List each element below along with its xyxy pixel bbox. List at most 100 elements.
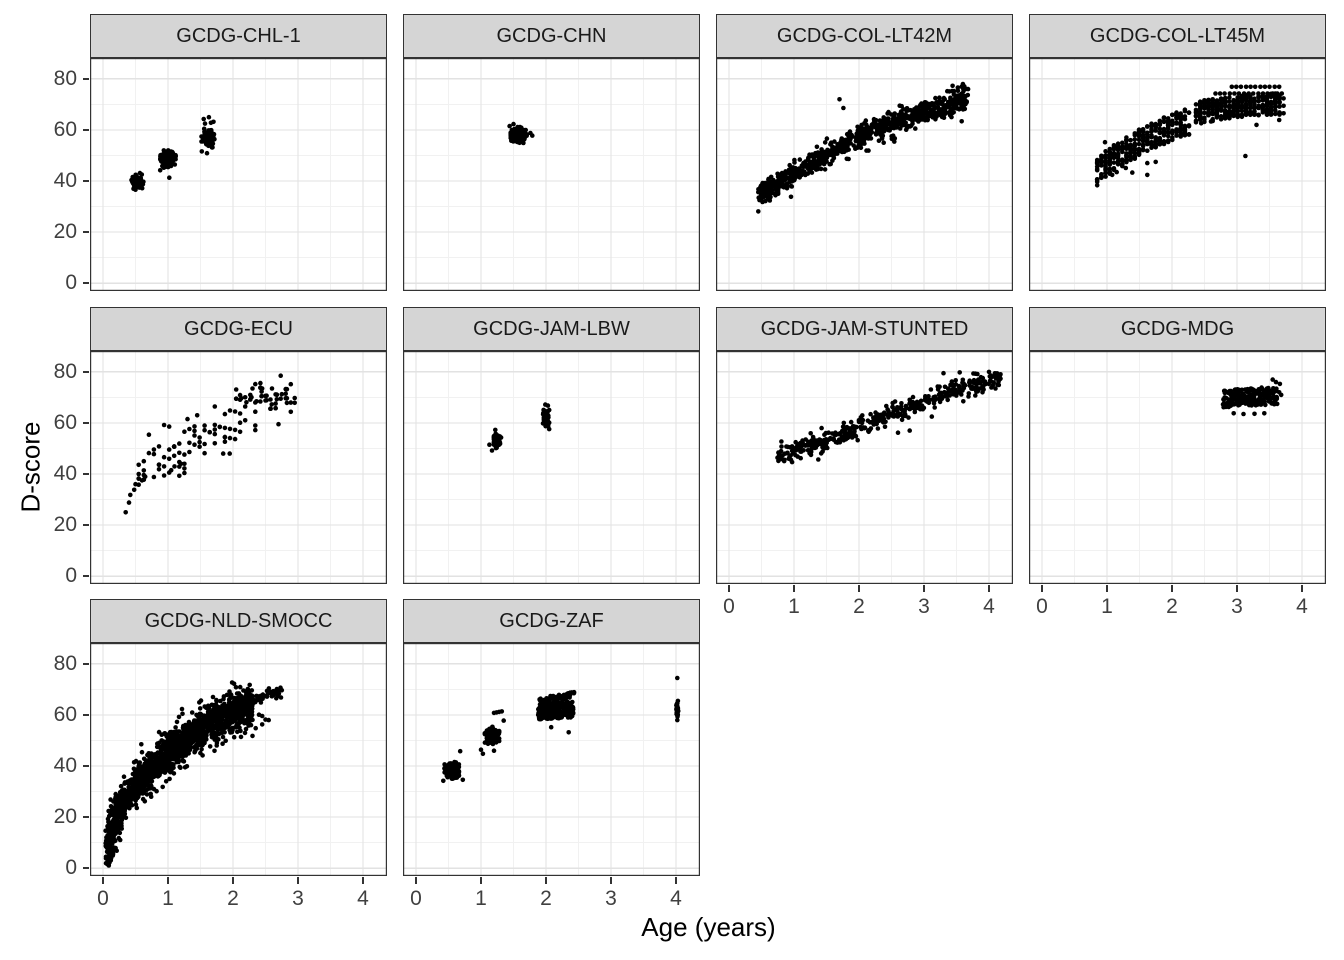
x-tick-label: 2 xyxy=(540,887,552,910)
y-tick-label: 40 xyxy=(53,754,77,777)
x-axis-title: Age (years) xyxy=(641,912,776,942)
facet-strip-label: GCDG-ECU xyxy=(184,317,293,340)
y-tick-label: 60 xyxy=(53,411,77,434)
scatter-points xyxy=(775,369,1003,465)
y-tick-label: 20 xyxy=(53,513,77,536)
x-tick-label: 0 xyxy=(1036,595,1048,618)
x-tick-label: 4 xyxy=(357,887,369,910)
x-tick-label: 3 xyxy=(605,887,617,910)
scatter-points xyxy=(487,402,552,453)
x-tick-mark xyxy=(610,877,612,884)
x-tick-label: 3 xyxy=(1231,595,1243,618)
y-tick-mark xyxy=(83,816,89,818)
panel-border xyxy=(716,58,1013,291)
facet-panel-GCDG-COL-LT42M xyxy=(716,58,1013,291)
x-tick-label: 1 xyxy=(475,887,487,910)
facet-panel-GCDG-COL-LT45M xyxy=(1029,58,1326,291)
facet-panel-GCDG-JAM-STUNTED xyxy=(716,351,1013,584)
scatter-points xyxy=(756,81,971,214)
facet-panel-GCDG-JAM-LBW xyxy=(403,351,700,584)
facet-strip-label: GCDG-JAM-LBW xyxy=(473,317,630,340)
facet-strip-label: GCDG-NLD-SMOCC xyxy=(144,609,333,632)
x-tick-label: 2 xyxy=(1166,595,1178,618)
scatter-points xyxy=(441,675,681,784)
y-tick-label: 60 xyxy=(53,703,77,726)
scatter-points xyxy=(1220,377,1284,417)
y-tick-label: 0 xyxy=(65,856,77,879)
x-tick-mark xyxy=(1171,585,1173,592)
facet-strip-label: GCDG-CHL-1 xyxy=(176,24,301,47)
panel-grid xyxy=(403,351,700,584)
x-tick-label: 3 xyxy=(292,887,304,910)
y-tick-label: 0 xyxy=(65,271,77,294)
x-tick-label: 4 xyxy=(983,595,995,618)
panel-border xyxy=(403,58,700,291)
facet-strip-label: GCDG-COL-LT45M xyxy=(1089,24,1266,47)
facet-strip: GCDG-ECU xyxy=(90,307,387,351)
y-tick-label: 0 xyxy=(65,564,77,587)
x-tick-mark xyxy=(102,877,104,884)
x-tick-label: 3 xyxy=(918,595,930,618)
facet-panel-GCDG-MDG xyxy=(1029,351,1326,584)
x-tick-label: 0 xyxy=(97,887,109,910)
y-tick-mark xyxy=(83,282,89,284)
y-tick-label: 40 xyxy=(53,462,77,485)
x-tick-label: 4 xyxy=(1296,595,1308,618)
y-tick-mark xyxy=(83,714,89,716)
y-tick-mark xyxy=(83,129,89,131)
facet-strip-label: GCDG-JAM-STUNTED xyxy=(760,317,969,340)
facet-panel-GCDG-NLD-SMOCC xyxy=(90,643,387,876)
scatter-points xyxy=(123,373,297,515)
x-tick-mark xyxy=(297,877,299,884)
x-tick-mark xyxy=(728,585,730,592)
y-tick-mark xyxy=(83,524,89,526)
facet-strip-label: GCDG-CHN xyxy=(496,24,607,47)
x-tick-label: 1 xyxy=(1101,595,1113,618)
x-tick-label: 1 xyxy=(788,595,800,618)
x-tick-label: 0 xyxy=(723,595,735,618)
panel-border xyxy=(90,351,387,584)
x-tick-label: 1 xyxy=(162,887,174,910)
x-tick-mark xyxy=(1106,585,1108,592)
y-tick-mark xyxy=(83,78,89,80)
panel-grid xyxy=(716,351,1013,584)
panel-border xyxy=(90,58,387,291)
x-tick-label: 2 xyxy=(853,595,865,618)
panel-border xyxy=(403,643,700,876)
facet-strip: GCDG-MDG xyxy=(1029,307,1326,351)
y-tick-label: 80 xyxy=(53,67,77,90)
facet-strip-label: GCDG-MDG xyxy=(1120,317,1235,340)
y-tick-label: 20 xyxy=(53,805,77,828)
scatter-points xyxy=(507,121,535,146)
x-tick-mark xyxy=(232,877,234,884)
panel-border xyxy=(716,351,1013,584)
x-tick-label: 2 xyxy=(227,887,239,910)
x-tick-mark xyxy=(675,877,677,884)
facet-strip: GCDG-ZAF xyxy=(403,599,700,643)
x-tick-mark xyxy=(1236,585,1238,592)
x-tick-mark xyxy=(923,585,925,592)
facet-strip: GCDG-COL-LT42M xyxy=(716,14,1013,58)
y-tick-label: 60 xyxy=(53,118,77,141)
y-tick-mark xyxy=(83,867,89,869)
y-tick-mark xyxy=(83,663,89,665)
facet-strip: GCDG-CHN xyxy=(403,14,700,58)
facet-strip: GCDG-COL-LT45M xyxy=(1029,14,1326,58)
x-tick-mark xyxy=(362,877,364,884)
facet-strip: GCDG-NLD-SMOCC xyxy=(90,599,387,643)
x-tick-mark xyxy=(858,585,860,592)
y-tick-label: 80 xyxy=(53,652,77,675)
panel-border xyxy=(90,643,387,876)
x-tick-mark xyxy=(545,877,547,884)
y-tick-mark xyxy=(83,231,89,233)
panel-grid xyxy=(90,58,387,291)
panel-border xyxy=(1029,58,1326,291)
facet-strip: GCDG-JAM-STUNTED xyxy=(716,307,1013,351)
panel-grid xyxy=(403,58,700,291)
panel-border xyxy=(1029,351,1326,584)
scatter-points xyxy=(129,114,217,192)
y-tick-mark xyxy=(83,765,89,767)
facet-strip: GCDG-CHL-1 xyxy=(90,14,387,58)
y-tick-label: 80 xyxy=(53,360,77,383)
